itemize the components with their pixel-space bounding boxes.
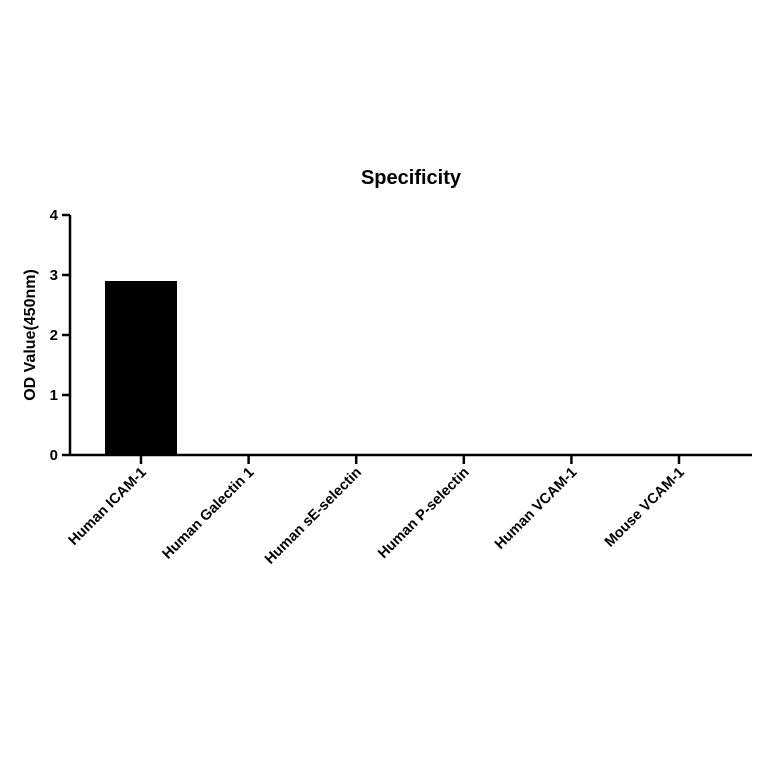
x-tick-label: Human VCAM-1 [492, 465, 580, 553]
x-tick-label: Human sE-selectin [262, 465, 365, 568]
chart-title: Specificity [361, 167, 462, 189]
y-tick-label: 1 [50, 387, 58, 404]
bar [105, 281, 177, 455]
y-tick-label: 0 [50, 447, 58, 464]
x-tick-label: Human Galectin 1 [160, 465, 258, 563]
x-tick-label: Human ICAM-1 [66, 465, 150, 549]
y-tick-label: 4 [50, 207, 59, 224]
y-axis-label: OD Value(450nm) [22, 269, 39, 401]
plot-area: 0 1 2 3 4 Human ICAM-1 Human Galectin 1 Human s… [50, 207, 752, 568]
y-tick-label: 3 [50, 267, 58, 284]
x-tick-label: Human P-selectin [375, 465, 472, 562]
x-tick-label: Mouse VCAM-1 [602, 465, 688, 551]
y-tick-label: 2 [50, 327, 58, 344]
